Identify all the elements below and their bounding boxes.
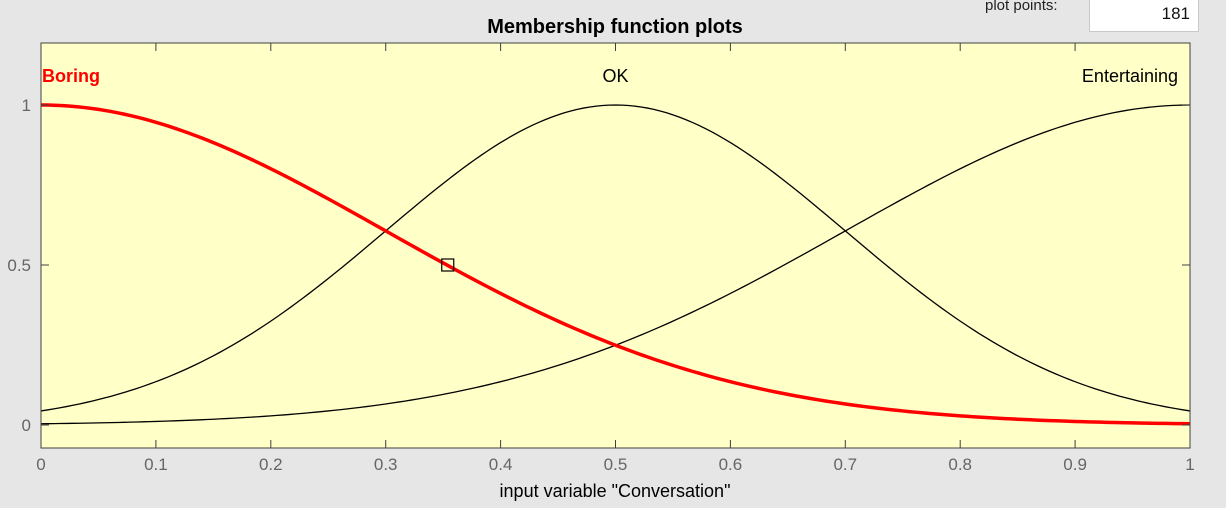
series-line-boring[interactable]	[40, 103, 1191, 426]
x-tick-label: 0	[36, 455, 45, 474]
y-tick-label: 0.5	[7, 256, 31, 275]
y-tick-label: 0	[22, 416, 31, 435]
series-layer: OK Entertaining Boring	[40, 66, 1191, 426]
ticks-layer: 0 0.1 0.2 0.3 0.4 0.5 0.6 0.7 0.8 0.9 1 0 0.5 1	[7, 43, 1195, 474]
x-tick-label: 0.8	[948, 455, 972, 474]
plot-points-label: plot points:	[985, 0, 1058, 14]
x-tick-label: 0.3	[374, 455, 398, 474]
series-line-ok[interactable]	[40, 104, 1191, 412]
plot-frame	[40, 42, 1191, 449]
chart-title: Membership function plots	[487, 16, 743, 38]
series-label-boring[interactable]: Boring	[42, 66, 100, 86]
x-tick-label: 1	[1185, 455, 1194, 474]
x-tick-label: 0.9	[1063, 455, 1087, 474]
x-tick-label: 0.5	[604, 455, 628, 474]
selection-marker[interactable]	[441, 258, 455, 272]
y-tick-label: 1	[22, 96, 31, 115]
x-tick-label: 0.4	[489, 455, 513, 474]
x-axis-label: input variable "Conversation"	[500, 481, 731, 501]
x-tick-label: 0.7	[833, 455, 857, 474]
series-label-ok[interactable]: OK	[602, 66, 628, 86]
plot-area	[41, 43, 1190, 448]
plot-points-input[interactable]	[1089, 0, 1199, 32]
x-tick-label: 0.1	[144, 455, 168, 474]
x-tick-label: 0.2	[259, 455, 283, 474]
series-label-entertaining[interactable]: Entertaining	[1082, 66, 1178, 86]
x-tick-label: 0.6	[719, 455, 743, 474]
